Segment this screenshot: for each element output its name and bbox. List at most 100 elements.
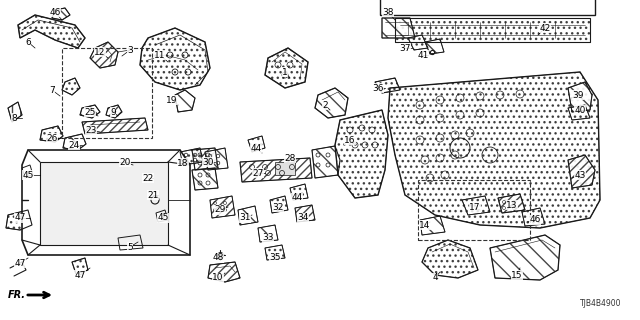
Text: 42: 42 (540, 23, 550, 33)
Polygon shape (106, 105, 122, 118)
Text: 48: 48 (212, 253, 224, 262)
Text: 37: 37 (399, 44, 411, 52)
Polygon shape (18, 15, 85, 48)
Polygon shape (388, 72, 600, 228)
Polygon shape (22, 150, 190, 255)
Text: 17: 17 (469, 204, 481, 212)
Text: 44: 44 (250, 143, 262, 153)
Text: 22: 22 (142, 173, 154, 182)
Text: 44: 44 (291, 194, 303, 203)
Polygon shape (40, 126, 63, 142)
Text: 6: 6 (25, 37, 31, 46)
Polygon shape (180, 148, 203, 165)
Polygon shape (382, 18, 415, 38)
Polygon shape (6, 210, 32, 230)
Text: 33: 33 (262, 234, 274, 243)
Text: 28: 28 (284, 154, 296, 163)
Text: 41: 41 (417, 51, 429, 60)
Polygon shape (258, 225, 278, 242)
Text: 45: 45 (157, 213, 169, 222)
Text: 47: 47 (14, 259, 26, 268)
Polygon shape (52, 8, 70, 20)
Text: 39: 39 (572, 91, 584, 100)
Polygon shape (312, 146, 340, 178)
Text: 15: 15 (511, 270, 523, 279)
Polygon shape (425, 39, 444, 54)
Polygon shape (395, 18, 590, 42)
Text: 12: 12 (94, 47, 106, 57)
Polygon shape (82, 118, 148, 134)
Polygon shape (205, 148, 228, 170)
Polygon shape (8, 102, 22, 122)
Text: 46: 46 (529, 215, 541, 225)
Polygon shape (192, 168, 218, 190)
Text: 10: 10 (212, 274, 224, 283)
Text: 19: 19 (166, 95, 178, 105)
Polygon shape (240, 158, 312, 182)
Polygon shape (40, 162, 168, 245)
Polygon shape (270, 196, 288, 213)
Polygon shape (175, 90, 195, 112)
Polygon shape (408, 35, 428, 50)
Text: 31: 31 (239, 213, 251, 222)
Text: 26: 26 (46, 133, 58, 142)
Text: 1: 1 (282, 68, 288, 76)
Text: 24: 24 (68, 140, 79, 149)
Text: 2: 2 (322, 100, 328, 109)
Text: 18: 18 (177, 158, 189, 167)
Polygon shape (462, 196, 490, 215)
Polygon shape (568, 155, 595, 188)
Text: 27: 27 (252, 169, 264, 178)
Polygon shape (522, 208, 545, 226)
Polygon shape (210, 196, 235, 218)
Text: FR.: FR. (8, 290, 26, 300)
Text: 40: 40 (574, 106, 586, 115)
Text: TJB4B4900: TJB4B4900 (580, 299, 621, 308)
Text: 35: 35 (269, 253, 281, 262)
Text: 5: 5 (127, 243, 133, 252)
Polygon shape (498, 194, 525, 213)
Polygon shape (63, 134, 86, 150)
Text: 38: 38 (382, 7, 394, 17)
Polygon shape (118, 235, 143, 250)
Bar (62, 48, 152, 138)
Text: 25: 25 (84, 108, 96, 116)
Polygon shape (248, 136, 265, 152)
Polygon shape (140, 28, 210, 90)
Polygon shape (238, 206, 258, 225)
Polygon shape (62, 78, 80, 95)
Polygon shape (568, 105, 590, 120)
Text: 46: 46 (49, 7, 61, 17)
Text: 21: 21 (147, 190, 159, 199)
Polygon shape (265, 48, 308, 88)
Polygon shape (275, 162, 295, 175)
Text: 36: 36 (372, 84, 384, 92)
Text: 9: 9 (110, 108, 116, 116)
Text: 32: 32 (272, 203, 284, 212)
Polygon shape (265, 245, 285, 260)
Text: 16: 16 (344, 135, 356, 145)
Polygon shape (90, 42, 118, 68)
Text: 47: 47 (14, 213, 26, 222)
Polygon shape (80, 105, 100, 118)
Text: 20: 20 (119, 157, 131, 166)
Text: 13: 13 (506, 201, 518, 210)
Text: 30: 30 (202, 157, 214, 166)
Text: 34: 34 (298, 213, 308, 222)
Polygon shape (290, 184, 308, 200)
Bar (418, 180, 530, 240)
Polygon shape (72, 258, 88, 274)
Text: 11: 11 (154, 51, 166, 60)
Polygon shape (490, 235, 560, 280)
Polygon shape (192, 148, 218, 170)
Text: 29: 29 (214, 205, 226, 214)
Text: 14: 14 (419, 220, 431, 229)
Polygon shape (335, 110, 388, 198)
Text: 4: 4 (432, 274, 438, 283)
Text: 45: 45 (22, 171, 34, 180)
Polygon shape (420, 216, 445, 235)
Polygon shape (375, 78, 400, 93)
Text: 43: 43 (574, 171, 586, 180)
Polygon shape (295, 205, 315, 222)
Text: 47: 47 (74, 270, 86, 279)
